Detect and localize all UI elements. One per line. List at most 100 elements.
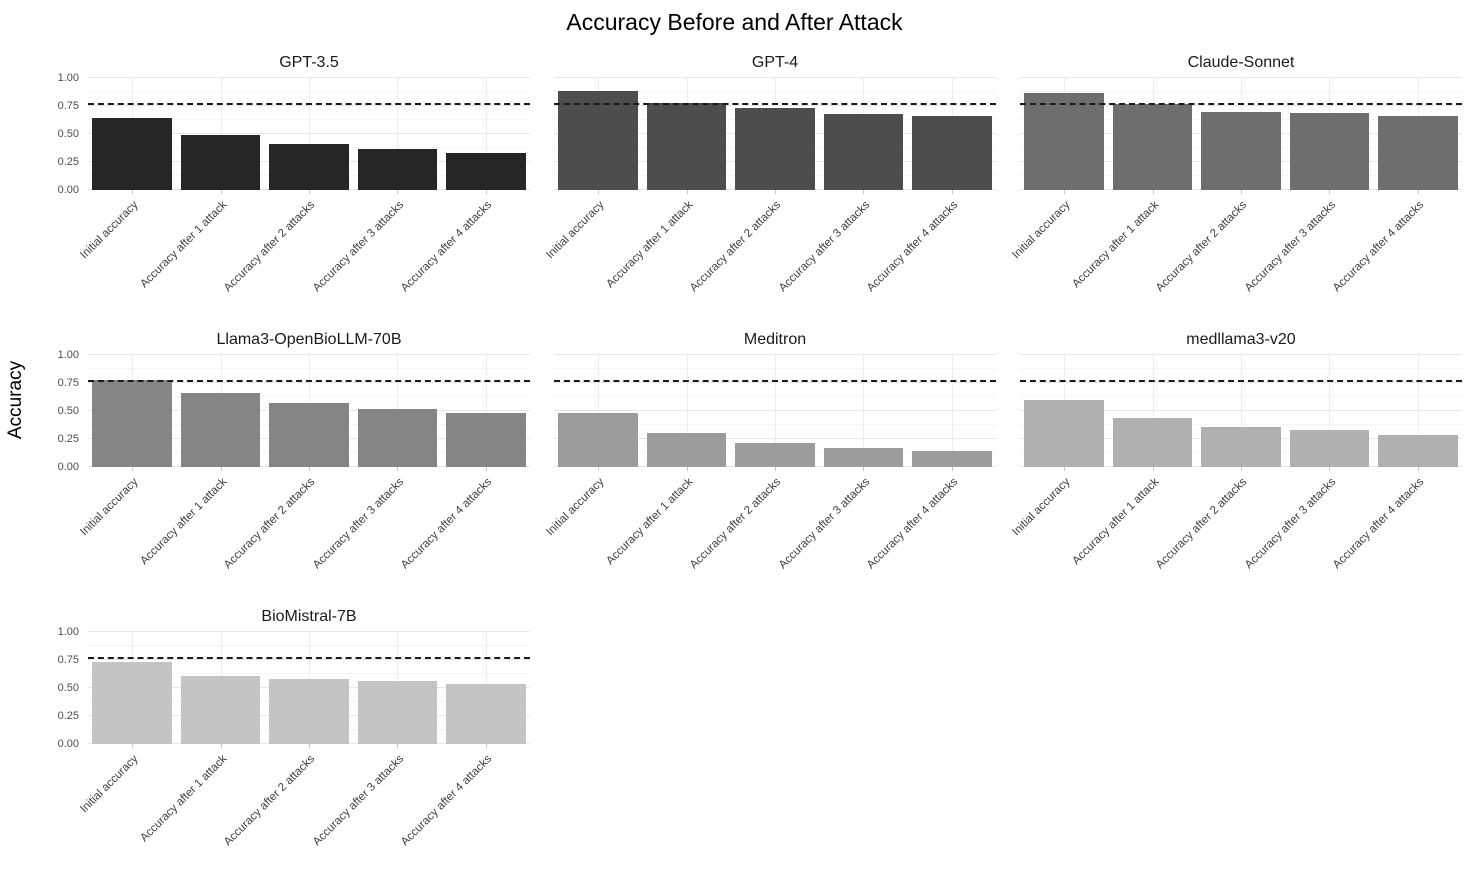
x-tick-label: Accuracy after 1 attack [1069, 199, 1162, 291]
plot-area [1020, 77, 1462, 194]
x-axis-tick [220, 744, 222, 748]
x-axis-tick [220, 190, 222, 194]
x-tick-label: Accuracy after 1 attack [1069, 476, 1162, 568]
bar-medllama3-v20-4 [1378, 434, 1458, 467]
y-tick-label: 0.25 [57, 156, 79, 168]
y-tick-label: 1.00 [57, 349, 79, 361]
bar-llama3-openbiollm-70b-1 [180, 393, 261, 467]
x-tick-label: Accuracy after 2 attacks [1154, 476, 1250, 572]
x-axis-tick [309, 744, 310, 748]
bar-gpt-3-5-1 [180, 135, 261, 190]
plot-area [88, 77, 530, 194]
vertical-gridline [951, 355, 953, 467]
x-tick-label: Initial accuracy [1010, 199, 1073, 262]
x-axis-labels: Initial accuracy Accuracy after 1 attack A… [78, 744, 530, 876]
x-tick-label: Accuracy after 1 attack [137, 753, 230, 845]
facet-meditron: Meditron Initial accuracy Accuracy after 1… [530, 322, 996, 599]
bar-gpt-4-0 [558, 91, 638, 190]
bar-llama3-openbiollm-70b-0 [92, 379, 172, 467]
x-tick-label: Accuracy after 4 attacks [1331, 199, 1427, 295]
facet-title: GPT-4 [751, 54, 799, 71]
facet-biomistral-7b: BioMistral-7B 1.00 0.75 0.50 0.25 0.00 Initial… [30, 599, 530, 876]
x-tick-label: Accuracy after 3 attacks [310, 476, 406, 572]
x-tick-label: Accuracy after 3 attacks [1242, 199, 1338, 295]
x-axis-labels: Initial accuracy Accuracy after 1 attack A… [544, 190, 996, 322]
x-tick-label: Accuracy after 4 attacks [865, 476, 961, 572]
major-gridline [88, 631, 530, 632]
bar-gpt-4-2 [735, 108, 815, 190]
vertical-gridline [1241, 355, 1242, 467]
x-tick-label: Accuracy after 1 attack [137, 199, 230, 291]
x-axis-tick [598, 190, 600, 194]
facet-medllama3-v20: medllama3-v20 Initial accuracy Accuracy af… [996, 322, 1462, 599]
x-axis-tick [132, 744, 134, 748]
vertical-gridline [485, 355, 487, 467]
facet-claude-sonnet: Claude-Sonnet Initial accuracy Accuracy af… [996, 45, 1462, 322]
y-tick-label: 1.00 [57, 626, 79, 638]
y-tick-label: 1.00 [57, 72, 79, 84]
x-tick-label: Accuracy after 4 attacks [399, 199, 495, 295]
bar-medllama3-v20-1 [1112, 417, 1193, 467]
x-tick-label: Accuracy after 1 attack [603, 199, 696, 291]
x-axis-tick [1329, 190, 1331, 194]
x-axis-tick [397, 190, 399, 194]
y-tick-label: 0.00 [57, 184, 79, 196]
bar-meditron-1 [646, 433, 727, 467]
plot-area [1020, 354, 1462, 471]
bar-biomistral-7b-1 [180, 675, 261, 744]
x-axis-tick [309, 467, 310, 471]
reference-line [88, 103, 530, 106]
x-axis-tick [485, 744, 487, 748]
facet-title: Meditron [743, 331, 807, 348]
vertical-gridline [220, 78, 222, 190]
vertical-gridline [1329, 355, 1331, 467]
vertical-gridline [863, 355, 865, 467]
bar-gpt-3-5-4 [446, 153, 526, 190]
x-tick-label: Accuracy after 2 attacks [222, 199, 318, 295]
bar-biomistral-7b-2 [269, 679, 349, 744]
x-tick-label: Accuracy after 3 attacks [1242, 476, 1338, 572]
x-tick-label: Accuracy after 1 attack [137, 476, 230, 568]
vertical-gridline [397, 78, 399, 190]
x-axis-tick [686, 467, 688, 471]
bar-llama3-openbiollm-70b-2 [269, 403, 349, 467]
bar-gpt-3-5-2 [269, 144, 349, 190]
x-tick-label: Accuracy after 4 attacks [399, 753, 495, 849]
y-tick-label: 0.25 [57, 710, 79, 722]
facet-title: medllama3-v20 [1186, 331, 1296, 348]
bar-gpt-4-3 [823, 113, 904, 190]
x-axis-labels: Initial accuracy Accuracy after 1 attack A… [78, 467, 530, 599]
x-axis-tick [686, 190, 688, 194]
y-tick-label: 0.50 [57, 128, 79, 140]
bar-meditron-2 [735, 443, 815, 467]
y-axis-gutter [530, 78, 554, 190]
bar-medllama3-v20-0 [1024, 399, 1104, 467]
x-tick-label: Accuracy after 1 attack [603, 476, 696, 568]
x-axis-tick [863, 190, 865, 194]
y-axis-gutter [996, 355, 1020, 467]
x-axis-tick [132, 467, 134, 471]
x-tick-label: Accuracy after 2 attacks [688, 476, 784, 572]
plot-area [554, 354, 996, 471]
x-tick-label: Accuracy after 4 attacks [399, 476, 495, 572]
x-tick-label: Initial accuracy [544, 476, 607, 539]
x-tick-label: Accuracy after 3 attacks [310, 753, 406, 849]
bar-claude-sonnet-0 [1024, 92, 1104, 190]
x-axis-tick [775, 190, 776, 194]
facet-llama3-openbiollm-70b: Llama3-OpenBioLLM-70B 1.00 0.75 0.50 0.25 0.0… [30, 322, 530, 599]
facet-title: Llama3-OpenBioLLM-70B [216, 331, 402, 348]
x-axis-tick [951, 190, 953, 194]
plot-area [554, 77, 996, 194]
vertical-gridline [485, 78, 487, 190]
vertical-gridline [686, 355, 688, 467]
y-tick-label: 0.50 [57, 682, 79, 694]
bar-medllama3-v20-3 [1289, 430, 1370, 467]
x-axis-tick [220, 467, 222, 471]
x-tick-label: Accuracy after 3 attacks [310, 199, 406, 295]
x-axis-tick [1417, 467, 1419, 471]
y-axis-gutter [996, 78, 1020, 190]
x-tick-label: Accuracy after 2 attacks [688, 199, 784, 295]
y-tick-label: 0.00 [57, 461, 79, 473]
bar-medllama3-v20-2 [1201, 426, 1281, 467]
x-axis-tick [485, 467, 487, 471]
